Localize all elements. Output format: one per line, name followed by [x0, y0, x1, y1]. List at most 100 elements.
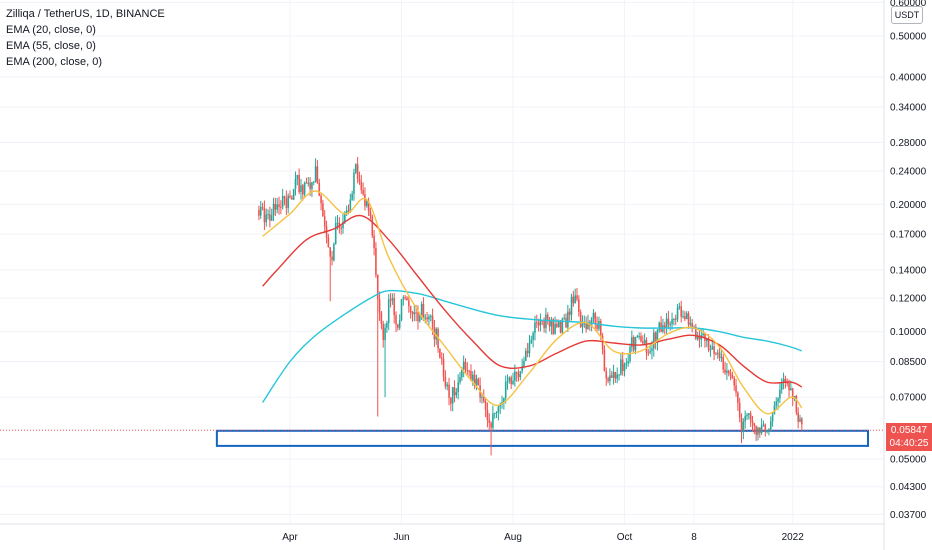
time-axis[interactable]: Apr Jun Aug Oct 8 2022 — [282, 532, 804, 543]
support-zone-rect[interactable] — [215, 429, 869, 447]
candle-body — [486, 409, 489, 420]
candle-body — [298, 175, 300, 193]
candle-body — [523, 360, 525, 366]
candle-body — [420, 303, 423, 316]
price-axis[interactable]: 0.60000 0.50000 0.40000 0.34000 0.28000 0.240… — [890, 0, 927, 521]
candle-body — [472, 374, 474, 381]
price-tick-label: 0.20000 — [890, 200, 927, 211]
candle-body — [771, 414, 774, 422]
price-tick-label: 0.17000 — [890, 230, 927, 241]
candle-body — [276, 204, 279, 210]
currency-badge[interactable]: USDT — [891, 6, 923, 24]
candle-body — [481, 396, 483, 398]
bar-countdown: 04:40:25 — [889, 438, 929, 449]
candle-body — [258, 209, 260, 216]
candle-body — [402, 297, 405, 300]
candle-body — [561, 318, 564, 333]
candle-body — [687, 313, 690, 325]
time-tick-label: 2022 — [782, 532, 805, 543]
candle-body — [674, 318, 677, 320]
price-tick-label: 0.28000 — [890, 138, 927, 149]
candle-body — [570, 296, 573, 315]
candle-body — [280, 206, 282, 208]
candle-body — [428, 316, 430, 320]
candle-body — [620, 359, 622, 375]
candle-body — [709, 349, 712, 351]
candle-body — [634, 337, 637, 351]
candle-body — [731, 374, 734, 379]
candle-body — [508, 377, 511, 382]
candle-body — [464, 361, 467, 370]
candle-body — [468, 371, 470, 373]
candle-body — [482, 396, 485, 402]
candle-body — [367, 201, 370, 212]
grid — [0, 0, 884, 524]
candle-body — [418, 315, 421, 322]
candle-body — [473, 374, 476, 387]
candle-body — [400, 299, 403, 321]
candle-body — [274, 203, 277, 210]
candle-body — [642, 341, 644, 344]
ema20-legend[interactable]: EMA (20, close, 0) — [6, 24, 96, 36]
candle-body — [490, 422, 492, 428]
candle-body — [269, 214, 271, 221]
candle-body — [261, 207, 264, 209]
candle-body — [285, 198, 288, 209]
candle-body — [625, 363, 628, 365]
candle-body — [331, 256, 333, 261]
symbol-title[interactable]: Zilliqa / TetherUS, 1D, BINANCE — [6, 8, 165, 20]
candle-body — [406, 297, 408, 301]
candle-body — [698, 335, 701, 340]
candle-body — [782, 378, 785, 383]
candle-body — [422, 303, 425, 319]
candle-body — [684, 316, 686, 320]
candle-body — [327, 237, 330, 248]
candle-body — [621, 359, 624, 371]
support-zone[interactable] — [215, 429, 869, 447]
candle-body — [568, 311, 571, 315]
candle-body — [678, 306, 681, 308]
candle-body — [362, 190, 364, 195]
candle-body — [738, 402, 741, 418]
candle-body — [292, 189, 295, 200]
candle-body — [543, 321, 545, 329]
candle-body — [506, 381, 509, 383]
candle-body — [278, 204, 280, 207]
candle-body — [351, 193, 353, 200]
candle-body — [556, 323, 558, 327]
candle-body — [532, 333, 534, 340]
candle-body — [691, 322, 693, 328]
candle-body — [499, 404, 502, 407]
ema55-legend[interactable]: EMA (55, close, 0) — [6, 40, 96, 52]
candle-body — [786, 382, 789, 384]
candle-body — [592, 313, 595, 319]
candle-body — [596, 324, 598, 329]
candle-body — [358, 179, 361, 182]
candle-body — [722, 357, 725, 370]
candle-body — [645, 340, 648, 353]
candle-body — [349, 199, 352, 212]
candle-body — [424, 317, 427, 319]
candle-body — [716, 352, 719, 354]
candle-body — [360, 181, 363, 191]
candle-body — [521, 365, 523, 372]
candle-body — [685, 313, 688, 320]
candle-body — [726, 370, 728, 373]
candles — [258, 156, 803, 456]
candle-body — [535, 322, 538, 324]
candle-body — [376, 274, 379, 300]
candle-body — [546, 314, 549, 321]
candle-body — [581, 323, 584, 327]
candle-body — [545, 314, 547, 329]
candle-body — [631, 337, 633, 348]
ema200-line — [262, 289, 803, 403]
candle-body — [320, 195, 322, 204]
candle-body — [391, 298, 394, 301]
ema200-legend[interactable]: EMA (200, close, 0) — [6, 56, 102, 68]
candle-body — [610, 375, 613, 378]
candle-body — [552, 319, 555, 335]
candle-body — [477, 378, 480, 386]
candle-body — [375, 248, 377, 275]
candle-body — [484, 401, 487, 410]
